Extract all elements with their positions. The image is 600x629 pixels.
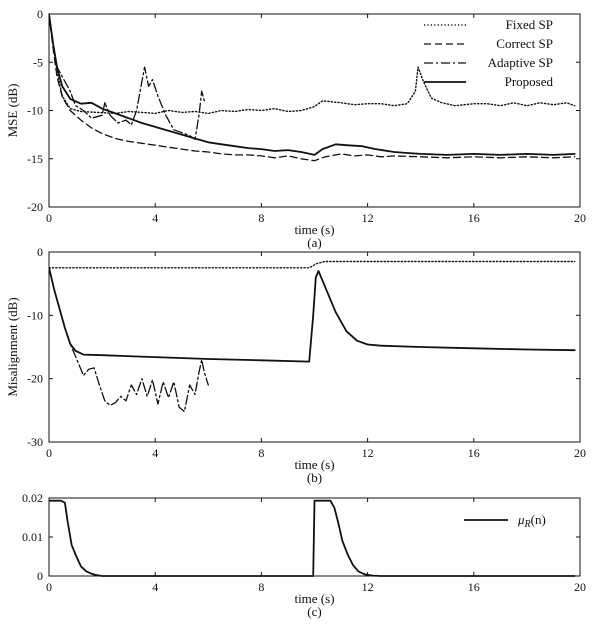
x-tick-label: 20 (574, 211, 586, 225)
y-tick-label: -5 (33, 55, 43, 69)
x-tick-label: 16 (468, 446, 480, 460)
y-tick-label: -30 (27, 435, 43, 449)
series-line-dashdot-b (49, 267, 209, 413)
series-group-b (49, 260, 576, 413)
series-line-dashed-a (49, 13, 576, 162)
chart-c-step-size: 0 4 8 12 16 20 0 0.01 0.02 time (s)(c) μR(n) (22, 491, 586, 619)
chart-a-mse: 0 4 8 12 16 20 0 -5 -10 -15 -20 time (s)(a) MSE (dB)… (5, 7, 586, 250)
series-group-a (49, 13, 576, 162)
x-tick-label: 12 (362, 446, 374, 460)
y-tick-label: -15 (27, 152, 43, 166)
series-line-dotted-a (49, 13, 576, 115)
legend-label: Proposed (505, 74, 554, 89)
y-tick-label: -20 (27, 372, 43, 386)
x-tick-label: 12 (362, 580, 374, 594)
y-tick-label: -20 (27, 200, 43, 214)
y-tick-label: -10 (27, 308, 43, 322)
y-tick-label: 0.02 (22, 491, 43, 505)
x-axis-label: time (s) (294, 457, 334, 472)
x-axis-label: time (s) (294, 222, 334, 237)
x-axis-label: time (s) (294, 591, 334, 606)
x-tick-label: 0 (46, 580, 52, 594)
panel-caption: (a) (307, 235, 321, 250)
x-tick-label: 8 (258, 446, 264, 460)
panel-caption: (b) (307, 470, 322, 485)
x-tick-label: 16 (468, 580, 480, 594)
x-tick-label: 20 (574, 580, 586, 594)
y-axis-label: Misalignment (dB) (5, 297, 20, 396)
panel-caption: (c) (307, 604, 321, 619)
y-tick-label: 0 (37, 569, 43, 583)
y-axis-label: MSE (dB) (5, 84, 20, 138)
series-line-dotted-b (49, 260, 576, 269)
x-tick-label: 4 (152, 580, 158, 594)
legend-label: Adaptive SP (488, 55, 553, 70)
series-line-dashdot-a (49, 13, 205, 141)
series-group-c (49, 499, 576, 577)
x-tick-label: 8 (258, 580, 264, 594)
legend-label: μR(n) (517, 512, 546, 530)
y-tick-label: 0.01 (22, 530, 43, 544)
series-line-solid-c (49, 499, 576, 577)
x-tick-label: 20 (574, 446, 586, 460)
x-tick-label: 0 (46, 211, 52, 225)
x-tick-label: 16 (468, 211, 480, 225)
series-line-solid-a (49, 13, 576, 156)
y-tick-label: 0 (37, 245, 43, 259)
x-tick-label: 8 (258, 211, 264, 225)
chart-b-misalignment: 0 4 8 12 16 20 0 -10 -20 -30 time (s)(b) Misalignme… (5, 245, 586, 485)
series-line-solid-b (49, 266, 576, 363)
legend-label: Fixed SP (506, 17, 553, 32)
x-tick-label: 4 (152, 446, 158, 460)
y-tick-label: 0 (37, 7, 43, 21)
legend-label: Correct SP (496, 36, 553, 51)
y-tick-label: -10 (27, 104, 43, 118)
x-tick-label: 12 (362, 211, 374, 225)
x-tick-label: 4 (152, 211, 158, 225)
x-tick-label: 0 (46, 446, 52, 460)
axes-frame-b (48, 251, 581, 443)
